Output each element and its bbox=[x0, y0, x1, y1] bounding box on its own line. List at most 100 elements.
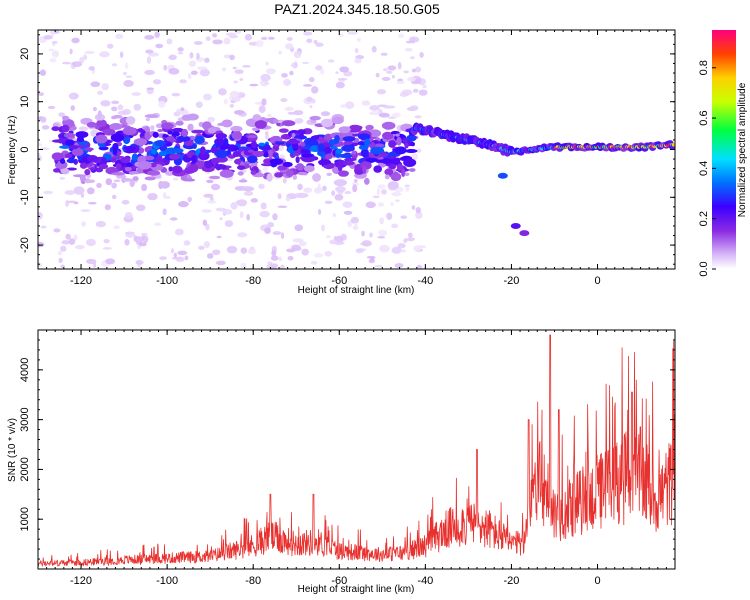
spectrogram-speckle bbox=[289, 70, 294, 76]
spectrogram-speckle bbox=[342, 201, 353, 208]
spectrogram-speckle bbox=[163, 64, 168, 71]
spectrogram-speckle bbox=[180, 109, 189, 117]
spectrogram-band-blob bbox=[278, 128, 289, 133]
spectrogram-heatmap bbox=[38, 30, 675, 269]
spectrogram-speckle bbox=[103, 239, 110, 244]
spectrogram-band-blob bbox=[131, 153, 138, 162]
spectrogram-speckle bbox=[193, 41, 203, 46]
spectrogram-band-blob bbox=[231, 146, 240, 152]
spectrogram-speckle bbox=[68, 238, 76, 245]
spectrogram-speckle bbox=[315, 65, 323, 71]
spectrogram-speckle bbox=[123, 80, 134, 87]
spectrogram-band-blob bbox=[111, 155, 125, 159]
spectrogram-speckle bbox=[406, 237, 416, 242]
spectrogram-band-blob bbox=[382, 105, 396, 109]
spectrogram-band-blob bbox=[162, 134, 169, 138]
spectrogram-band-blob bbox=[299, 133, 304, 139]
spectrogram-speckle bbox=[261, 36, 268, 41]
spectrogram-speckle bbox=[158, 100, 166, 108]
spectrogram-speckle bbox=[47, 105, 56, 110]
x-tick-label: -40 bbox=[417, 575, 433, 587]
spectrogram-speckle bbox=[370, 257, 375, 261]
spectrogram-band-blob bbox=[300, 149, 311, 154]
spectrogram-speckle bbox=[234, 69, 244, 75]
spectrogram-speckle bbox=[422, 84, 427, 89]
spectrogram-speckle bbox=[344, 191, 352, 195]
spectrogram-speckle bbox=[215, 260, 226, 266]
spectrogram-speckle bbox=[331, 190, 336, 196]
spectrogram-x-ticks: -120 -100 -80 -60 -40 -20 0 bbox=[37, 30, 676, 287]
spectrogram-band-blob bbox=[263, 152, 269, 158]
spectrogram-speckle bbox=[207, 200, 217, 204]
spectrogram-speckle bbox=[142, 235, 149, 244]
spectrogram-speckle bbox=[173, 252, 177, 258]
spectrogram-speckle bbox=[125, 75, 133, 78]
spectrogram-speckle bbox=[400, 215, 408, 219]
spectrogram-speckle bbox=[409, 56, 415, 60]
spectrogram-band-blob bbox=[325, 153, 333, 160]
spectrogram-band-blob bbox=[73, 186, 85, 195]
spectrogram-speckle bbox=[119, 51, 124, 58]
spectrogram-band-blob bbox=[65, 139, 75, 146]
spectrogram-band-blob bbox=[186, 175, 192, 179]
spectrogram-band-blob bbox=[252, 127, 260, 132]
spectrogram-speckle bbox=[48, 48, 54, 52]
spectrogram-speckle bbox=[232, 66, 237, 70]
spectrogram-speckle bbox=[414, 115, 422, 119]
spectrogram-speckle bbox=[172, 177, 179, 181]
spectrogram-speckle bbox=[162, 208, 167, 216]
spectrogram-speckle bbox=[61, 61, 72, 65]
spectrogram-band-blob bbox=[275, 141, 285, 145]
spectrogram-band-blob bbox=[341, 144, 355, 152]
spectrogram-band-blob bbox=[79, 175, 86, 182]
spectrogram-band-blob bbox=[250, 150, 265, 158]
spectrogram-band-blob bbox=[317, 143, 325, 152]
spectrogram-speckle bbox=[183, 240, 191, 246]
spectrogram-band-blob bbox=[89, 167, 96, 171]
spectrogram-speckle bbox=[324, 251, 333, 257]
spectrogram-speckle bbox=[187, 73, 192, 80]
spectrogram-band-blob bbox=[96, 119, 107, 128]
spectrogram-speckle bbox=[377, 184, 386, 189]
spectrogram-speckle bbox=[415, 206, 421, 214]
spectrogram-speckle bbox=[419, 52, 424, 58]
snr-background bbox=[38, 330, 675, 569]
spectrogram-band-blob bbox=[364, 177, 370, 185]
spectrogram-speckle bbox=[223, 37, 231, 45]
spectrogram-band-blob bbox=[61, 124, 70, 133]
x-tick-label: -20 bbox=[503, 575, 519, 587]
spectrogram-speckle bbox=[415, 66, 422, 73]
spectrogram-speckle bbox=[407, 76, 416, 82]
spectrogram-speckle bbox=[215, 207, 226, 212]
spectrogram-speckle bbox=[90, 81, 101, 88]
spectrogram-speckle bbox=[287, 255, 294, 261]
snr-series-line bbox=[38, 334, 675, 568]
spectrogram-speckle bbox=[272, 231, 282, 236]
spectrogram-speckle bbox=[104, 204, 111, 211]
spectrogram-speckle bbox=[222, 67, 227, 72]
spectrogram-speckle bbox=[411, 205, 416, 210]
spectrogram-speckle bbox=[38, 155, 43, 162]
spectrogram-band-blob bbox=[262, 146, 273, 150]
x-tick-label: -60 bbox=[331, 275, 347, 287]
spectrogram-band-blob bbox=[318, 159, 331, 165]
spectrogram-speckle bbox=[216, 235, 222, 239]
spectrogram-speckle bbox=[265, 68, 276, 75]
spectrogram-band-blob bbox=[395, 133, 400, 137]
spectrogram-band-blob bbox=[379, 152, 389, 158]
spectrogram-speckle bbox=[196, 52, 200, 60]
spectrogram-band-blob bbox=[150, 162, 157, 168]
spectrogram-band-blob bbox=[132, 176, 139, 182]
spectrogram-speckle bbox=[242, 65, 251, 68]
spectrogram-speckle bbox=[397, 33, 405, 38]
spectrogram-speckle bbox=[394, 262, 404, 269]
spectrogram-speckle bbox=[243, 191, 254, 196]
spectrogram-speckle bbox=[154, 31, 160, 38]
spectrogram-band-blob bbox=[209, 175, 221, 180]
spectrogram-speckle bbox=[267, 36, 275, 40]
y-tick-label: -10 bbox=[19, 189, 31, 205]
x-tick-label: 0 bbox=[594, 575, 600, 587]
spectrogram-speckle bbox=[294, 224, 304, 232]
spectrogram-speckle bbox=[38, 92, 45, 96]
spectrogram-speckle bbox=[113, 179, 121, 183]
